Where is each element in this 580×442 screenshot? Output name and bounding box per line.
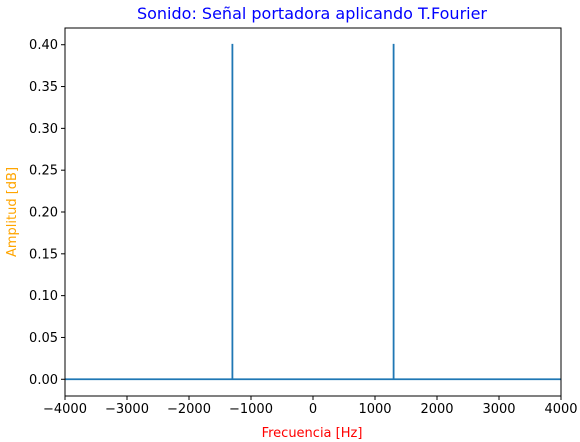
- y-tick-label: 0.05: [29, 331, 58, 346]
- y-tick-label: 0.10: [29, 289, 58, 304]
- axes-frame: [64, 27, 562, 397]
- y-tick-label: 0.30: [29, 122, 58, 137]
- plot-area: [65, 43, 561, 381]
- y-axis-label: Amplitud [dB]: [5, 167, 20, 257]
- x-tick-label: −4000: [43, 402, 87, 417]
- y-tick-label: 0.35: [29, 80, 58, 95]
- y-tick-label: 0.00: [29, 373, 58, 388]
- x-tick-label: 0: [309, 402, 317, 417]
- y-tick-label: 0.40: [29, 38, 58, 53]
- x-tick-label: −1000: [229, 402, 273, 417]
- x-tick-label: −3000: [105, 402, 149, 417]
- y-axis: 0.00 0.05 0.10 0.15 0.20 0.25 0.30 0.35 0.40: [29, 38, 65, 388]
- chart-title: Sonido: Señal portadora aplicando T.Four…: [137, 4, 487, 23]
- x-axis: −4000 −3000 −2000 −1000 0 1000 2000 3000 4000: [43, 396, 578, 417]
- x-tick-label: 1000: [358, 402, 391, 417]
- x-tick-label: 3000: [482, 402, 515, 417]
- x-tick-label: 2000: [420, 402, 453, 417]
- x-axis-label: Frecuencia [Hz]: [262, 426, 363, 441]
- y-tick-label: 0.25: [29, 164, 58, 179]
- x-tick-label: −2000: [167, 402, 211, 417]
- x-tick-label: 4000: [544, 402, 577, 417]
- y-tick-label: 0.15: [29, 247, 58, 262]
- y-tick-label: 0.20: [29, 206, 58, 221]
- series-line-0: [65, 43, 561, 381]
